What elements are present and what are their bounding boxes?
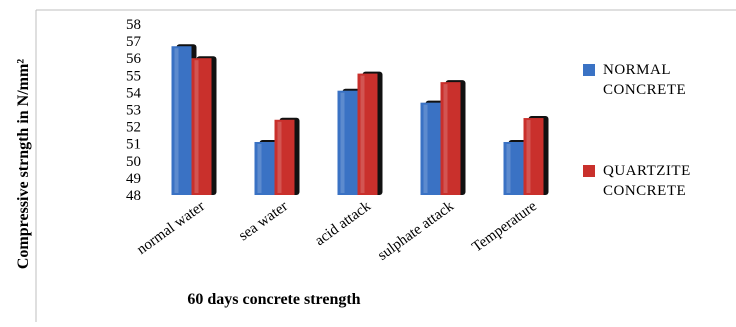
legend-label: NORMAL CONCRETE xyxy=(603,62,686,98)
bar-quartzite-concrete xyxy=(191,58,212,196)
y-tick-label: 54 xyxy=(126,85,142,101)
bar-highlight xyxy=(360,75,365,193)
bar-quartzite-concrete xyxy=(274,119,295,195)
chart-frame xyxy=(35,9,736,322)
bar-quartzite-concrete xyxy=(440,82,461,195)
y-tick-label: 56 xyxy=(126,51,142,67)
x-category-label: normal water xyxy=(134,198,208,258)
bar-normal-concrete xyxy=(171,46,192,196)
x-axis-categories: normal water sea water acid attack sulphate… xyxy=(134,198,540,264)
bar-highlight xyxy=(257,143,262,193)
bar-highlight xyxy=(174,48,179,194)
bar-quartzite-concrete xyxy=(357,73,378,195)
bar-highlight xyxy=(506,143,511,193)
bar-normal-concrete xyxy=(337,90,358,195)
bar-highlight xyxy=(194,60,199,194)
x-category-label: sea water xyxy=(236,198,291,244)
x-category-label: sulphate attack xyxy=(375,198,457,264)
bar-quartzite-concrete xyxy=(523,118,544,195)
bar-layer xyxy=(171,44,549,196)
y-tick-label: 50 xyxy=(126,154,141,170)
y-tick-label: 49 xyxy=(126,171,141,187)
y-tick-label: 48 xyxy=(126,188,141,204)
x-category-label: Temperature xyxy=(469,198,540,256)
y-tick-label: 51 xyxy=(126,137,141,153)
y-tick-label: 52 xyxy=(126,120,141,136)
legend-swatch xyxy=(583,64,595,76)
x-category-label: acid attack xyxy=(312,198,374,249)
bar-normal-concrete xyxy=(503,141,524,195)
bar-highlight xyxy=(443,84,448,193)
x-axis-title: 60 days concrete strength xyxy=(187,291,360,308)
legend-swatch xyxy=(583,165,595,177)
bar-highlight xyxy=(340,92,345,193)
y-tick-label: 55 xyxy=(126,68,141,84)
bar-normal-concrete xyxy=(420,102,441,195)
y-tick-label: 57 xyxy=(126,34,142,50)
bar-highlight xyxy=(277,121,282,193)
legend: NORMAL CONCRETE QUARTZITE CONCRETE xyxy=(583,62,691,199)
legend-label: QUARTZITE CONCRETE xyxy=(603,163,691,199)
y-tick-label: 58 xyxy=(126,17,141,33)
y-axis-title: Compressive strngth in N/mm² xyxy=(15,59,32,269)
bar-highlight xyxy=(526,120,531,193)
bar-highlight xyxy=(423,104,428,193)
bar-normal-concrete xyxy=(254,141,275,195)
y-tick-label: 53 xyxy=(126,103,141,119)
